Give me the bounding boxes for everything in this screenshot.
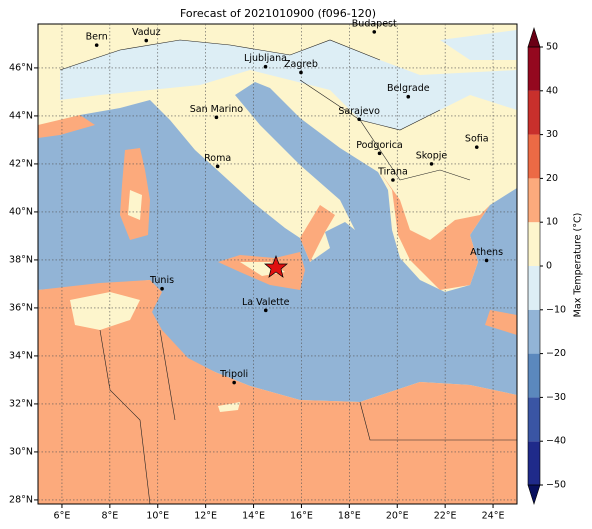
city-dot — [474, 145, 479, 149]
y-tick-label: 44°N — [9, 110, 33, 121]
colorbar-tick-label: −10 — [546, 304, 566, 315]
x-tick-label: 20°E — [386, 511, 409, 522]
city-label: Ljubljana — [244, 53, 287, 64]
warm-coast — [485, 310, 517, 335]
y-tick-label: 30°N — [9, 446, 33, 457]
city-label: Budapest — [352, 18, 397, 29]
star-marker — [264, 255, 288, 278]
city-label: Tunis — [149, 275, 174, 286]
colorbar-tick-label: 50 — [546, 42, 558, 53]
city-label: Skopje — [416, 150, 448, 161]
colorbar-segment — [528, 353, 540, 398]
y-tick-label: 36°N — [9, 302, 33, 313]
city-dot — [429, 162, 434, 166]
colorbar-extension — [527, 27, 541, 48]
colorbar-tick-label: 40 — [546, 85, 558, 96]
mild-area — [70, 292, 140, 330]
city-label: Bern — [86, 32, 108, 43]
city-label: Sofia — [465, 134, 489, 145]
x-tick-label: 22°E — [434, 511, 457, 522]
city-label: Zagreb — [284, 59, 318, 70]
city-label: San Marino — [190, 104, 243, 115]
colorbar-tick-label: −20 — [546, 348, 566, 359]
city-label: La Valette — [242, 297, 290, 308]
warm-coast — [38, 115, 95, 138]
city-label: Belgrade — [387, 83, 430, 94]
y-tick-label: 46°N — [9, 62, 33, 73]
city-label: Vaduz — [132, 27, 161, 38]
x-tick-label: 18°E — [338, 511, 361, 522]
city-dot — [484, 258, 489, 263]
city-label: Roma — [204, 153, 231, 164]
colorbar-segment — [528, 90, 540, 135]
city-label: Tirana — [377, 167, 408, 178]
y-tick-label: 40°N — [9, 206, 33, 217]
x-tick-label: 24°E — [482, 511, 505, 522]
colorbar-segment — [528, 266, 540, 310]
colorbar-segment — [528, 397, 540, 442]
colorbar-tick-label: 20 — [546, 173, 558, 184]
city-dot — [406, 94, 411, 99]
colorbar-tick-label: 30 — [546, 129, 558, 140]
x-tick-label: 8°E — [101, 511, 118, 522]
city-dot — [160, 286, 164, 291]
colorbar-segment — [528, 222, 540, 266]
city-dot — [263, 64, 268, 69]
y-tick-label: 32°N — [9, 398, 33, 409]
colorbar-tick-label: −30 — [546, 392, 566, 403]
city-dot — [377, 151, 382, 156]
y-tick-label: 34°N — [9, 350, 33, 361]
mild-area — [218, 402, 240, 412]
island-interior — [128, 190, 142, 220]
city-label: Sarajevo — [338, 106, 380, 117]
map-frame — [37, 23, 518, 505]
city-label: Athens — [470, 247, 503, 258]
cold-area — [60, 40, 517, 130]
city-dot — [215, 164, 220, 169]
city-dot — [94, 43, 99, 47]
colorbar-tick-label: −40 — [546, 436, 566, 447]
cold-area — [440, 30, 517, 60]
warm-coast — [300, 205, 335, 262]
y-tick-label: 28°N — [9, 494, 33, 505]
colorbar-segment — [528, 441, 540, 485]
colorbar-segment — [528, 309, 540, 354]
city-dot — [263, 308, 268, 313]
city-dot — [299, 70, 303, 75]
city-dot — [232, 380, 236, 385]
warm-coast — [380, 172, 490, 290]
x-tick-label: 12°E — [194, 511, 217, 522]
colorbar-tick-label: 0 — [546, 261, 552, 272]
colorbar-segment — [528, 134, 540, 179]
colorbar-tick-label: 10 — [546, 217, 558, 228]
x-tick-label: 16°E — [290, 511, 313, 522]
colorbar-segment — [528, 47, 540, 91]
x-tick-label: 14°E — [242, 511, 265, 522]
x-tick-label: 10°E — [146, 511, 169, 522]
city-label: Podgorica — [356, 140, 403, 151]
colorbar-tick-label: −50 — [546, 480, 566, 491]
city-dot — [144, 38, 149, 43]
x-tick-label: 6°E — [54, 511, 71, 522]
city-dot — [372, 30, 377, 34]
colorbar-extension — [527, 484, 541, 505]
colorbar-segment — [528, 178, 540, 223]
colorbar-label: Max Temperature (°C) — [573, 213, 584, 318]
title: Forecast of 2021010900 (f096-120) — [180, 7, 376, 20]
city-dot — [357, 117, 361, 122]
city-dot — [391, 178, 395, 182]
city-label: Tripoli — [219, 369, 248, 380]
city-dot — [214, 115, 219, 120]
y-tick-label: 42°N — [9, 158, 33, 169]
y-tick-label: 38°N — [9, 254, 33, 265]
